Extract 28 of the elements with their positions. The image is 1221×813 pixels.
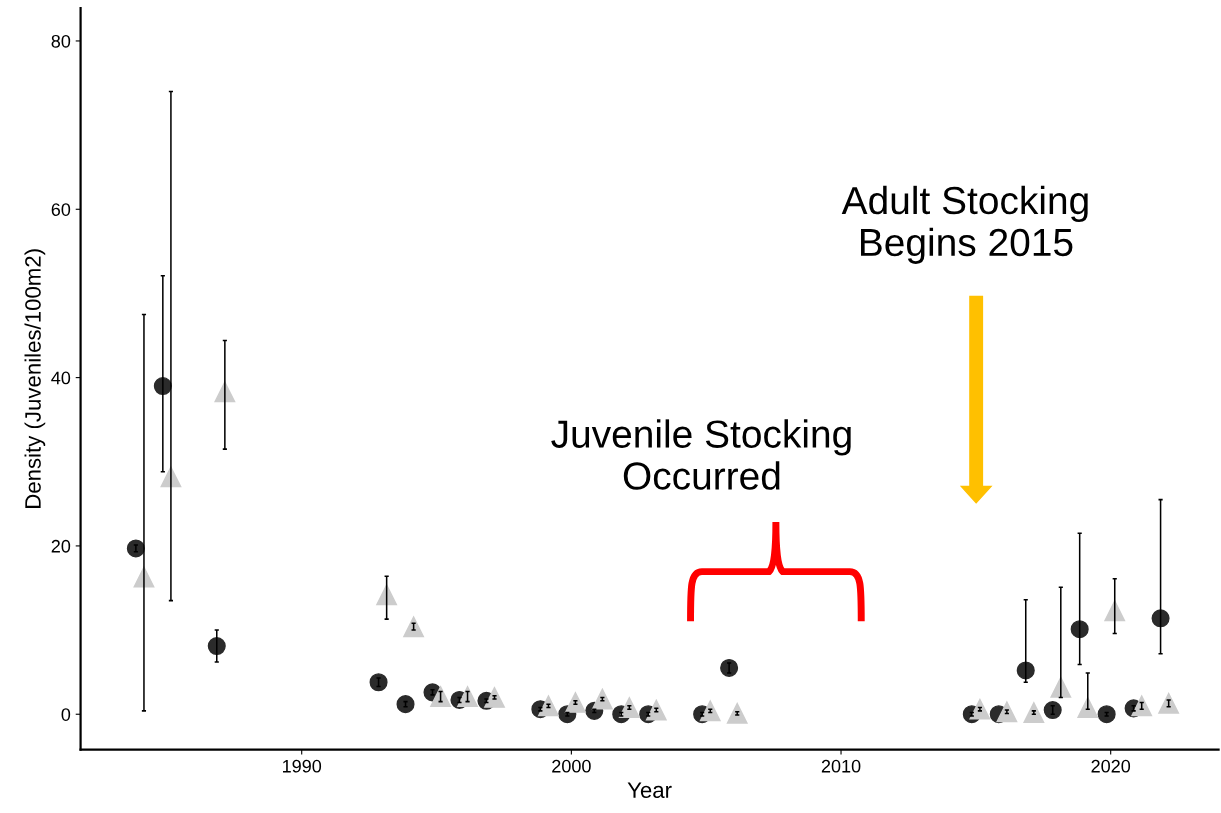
point — [1151, 609, 1170, 628]
point — [396, 695, 415, 714]
y-tick-label: 40 — [51, 371, 71, 385]
y-tick-label: 20 — [51, 539, 71, 553]
point — [376, 584, 398, 606]
point — [430, 686, 452, 707]
x-axis-title: Year — [627, 782, 672, 799]
point — [645, 699, 667, 721]
x-tick-label: 2000 — [552, 759, 591, 773]
x-tick-label: 2020 — [1091, 759, 1131, 773]
y-tick-label: 60 — [51, 203, 71, 216]
point — [1158, 692, 1180, 714]
point — [699, 700, 721, 722]
point — [403, 616, 425, 638]
y-tick-label: 0 — [61, 708, 71, 721]
point — [726, 702, 748, 724]
y-axis-title: Density (Juveniles/100m2) — [24, 249, 46, 508]
point — [996, 701, 1018, 723]
x-tick-label: 1990 — [283, 759, 322, 773]
x-tick-label: 2010 — [821, 759, 861, 773]
point — [591, 688, 613, 710]
point — [1070, 620, 1089, 639]
annotation: Juvenile Stocking Occurred — [551, 419, 851, 490]
point — [369, 673, 388, 692]
point — [1131, 695, 1153, 717]
point — [1097, 705, 1116, 724]
y-tick-label: 80 — [51, 34, 71, 48]
annotation: Adult Stocking Begins 2015 — [841, 185, 1088, 264]
